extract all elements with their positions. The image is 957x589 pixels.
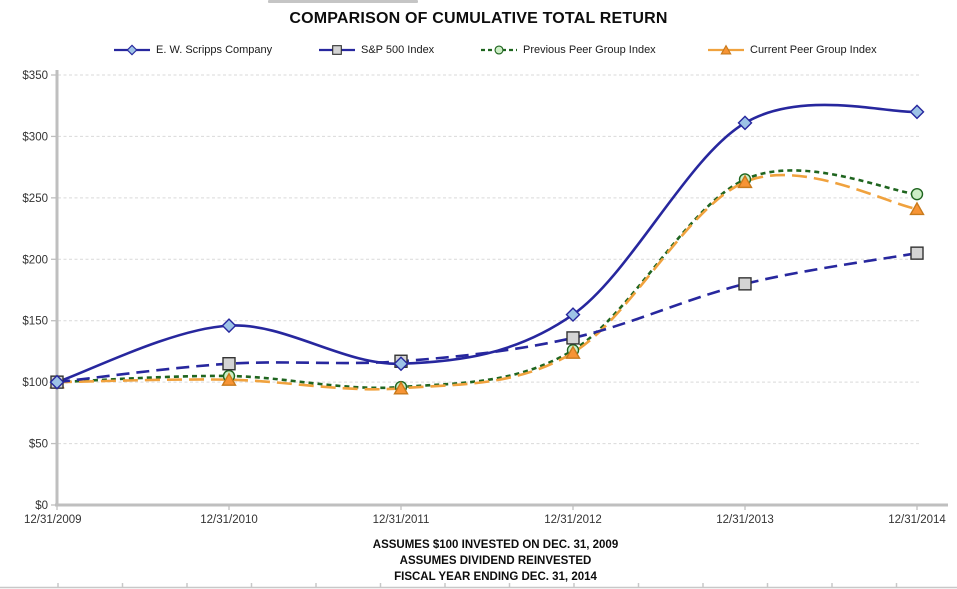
legend-item-previous-peer: Previous Peer Group Index xyxy=(480,43,656,57)
svg-text:12/31/2013: 12/31/2013 xyxy=(716,514,774,526)
svg-text:12/31/2014: 12/31/2014 xyxy=(888,514,946,526)
legend-label: S&P 500 Index xyxy=(361,44,435,56)
footnote-line: FISCAL YEAR ENDING DEC. 31, 2014 xyxy=(394,571,597,583)
series-line-1 xyxy=(56,251,918,384)
bottom-ruler-ticks xyxy=(0,583,957,589)
x-axis-labels: 12/31/2009 12/31/2010 12/31/2011 12/31/2012… xyxy=(24,505,946,526)
svg-text:$100: $100 xyxy=(22,377,48,389)
series-line-0 xyxy=(56,103,918,384)
svg-text:12/31/2011: 12/31/2011 xyxy=(373,514,430,526)
legend-item-scripps: E. W. Scripps Company xyxy=(113,43,272,57)
series-markers-2 xyxy=(50,173,924,394)
series-markers-0 xyxy=(49,104,925,390)
square-line-sample-icon xyxy=(319,45,355,55)
series-line-2 xyxy=(56,169,918,390)
chart-title: COMPARISON OF CUMULATIVE TOTAL RETURN xyxy=(289,10,668,27)
svg-text:12/31/2010: 12/31/2010 xyxy=(200,514,258,526)
footnote-line: ASSUMES $100 INVESTED ON DEC. 31, 2009 xyxy=(372,539,619,551)
axes xyxy=(55,70,948,507)
diamond-line-sample-icon xyxy=(114,44,150,56)
svg-text:$350: $350 xyxy=(22,70,48,82)
clipped-content-artifact xyxy=(268,0,418,3)
series-markers-3 xyxy=(49,174,925,395)
svg-text:$0: $0 xyxy=(35,500,48,512)
legend-label: E. W. Scripps Company xyxy=(156,44,273,56)
svg-text:$150: $150 xyxy=(22,316,48,328)
svg-text:$50: $50 xyxy=(29,439,48,451)
y-axis-labels: $0 $50 $100 $150 $200 $250 $300 $350 xyxy=(22,70,57,512)
legend-label: Previous Peer Group Index xyxy=(523,44,656,56)
chart-footnotes: ASSUMES $100 INVESTED ON DEC. 31, 2009 A… xyxy=(34,537,957,585)
svg-text:$250: $250 xyxy=(22,193,48,205)
gridlines xyxy=(58,74,920,445)
svg-text:$300: $300 xyxy=(22,131,48,143)
svg-text:12/31/2009: 12/31/2009 xyxy=(24,514,82,526)
footnote-line: ASSUMES DIVIDEND REINVESTED xyxy=(399,555,592,567)
triangle-line-sample-icon xyxy=(708,44,744,55)
circle-dash-line-sample-icon xyxy=(481,45,517,55)
series-line-3 xyxy=(56,173,918,391)
legend-item-sp500: S&P 500 Index xyxy=(318,43,434,57)
chart-legend: E. W. Scripps Company S&P 500 Index Prev… xyxy=(0,43,957,61)
legend-item-current-peer: Current Peer Group Index xyxy=(707,43,877,57)
svg-text:12/31/2012: 12/31/2012 xyxy=(544,514,602,526)
legend-label: Current Peer Group Index xyxy=(750,44,877,56)
svg-text:$200: $200 xyxy=(22,254,48,266)
